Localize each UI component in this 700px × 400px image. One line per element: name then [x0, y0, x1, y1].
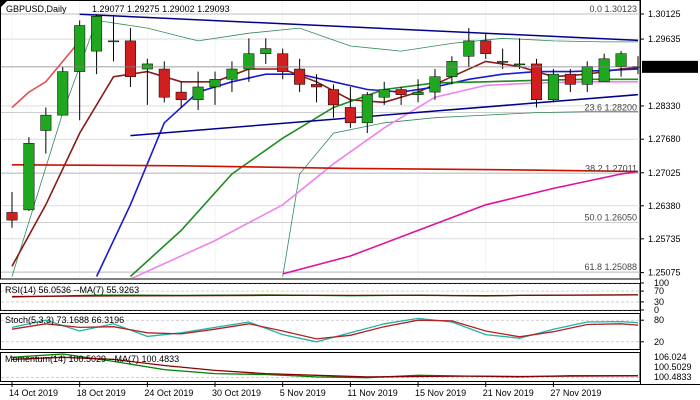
current-price-box — [642, 60, 698, 73]
indicator-level-label: 0 — [654, 305, 659, 315]
date-tick-label: 11 Nov 2019 — [347, 388, 397, 398]
date-tick-label: 14 Oct 2019 — [9, 388, 58, 398]
indicator-level-label: 100 — [654, 278, 669, 288]
candle-body — [327, 89, 339, 106]
moving-average-3 — [129, 78, 638, 278]
moving-average-6 — [11, 164, 639, 173]
ohlc-header-values: 1.29077 1.29275 1.29002 1.29093 — [92, 4, 230, 14]
candle-body — [547, 73, 559, 101]
indicator-level-label: 30 — [654, 297, 664, 307]
price-tick-label: 1.26380 — [648, 201, 681, 211]
candle-body — [480, 40, 492, 54]
candle-body — [6, 212, 18, 221]
date-tick-label: 27 Nov 2019 — [550, 388, 601, 398]
candle-body — [260, 48, 272, 54]
fib-level-label: 38.2 1.27011 — [585, 163, 637, 173]
candle-body — [91, 16, 103, 52]
moving-average-1 — [11, 60, 639, 267]
candle-body — [175, 91, 187, 101]
candle-body — [564, 73, 576, 85]
indicator-tick-label: 106.024 — [654, 352, 687, 362]
indicator-line-2 — [11, 319, 639, 340]
candle-body — [395, 89, 407, 95]
candle-body — [209, 79, 221, 88]
candle-body — [344, 107, 356, 124]
bollinger-band-2 — [282, 111, 638, 277]
candle-body — [57, 71, 69, 116]
indicator-level-label: 70 — [654, 286, 664, 296]
candle-body — [514, 63, 526, 66]
price-tick-label: 1.25075 — [648, 268, 681, 278]
candle-body — [192, 86, 204, 101]
date-tick-label: 24 Oct 2019 — [144, 388, 193, 398]
fib-level-label: 0.0 1.30123 — [589, 4, 637, 14]
candle-body — [361, 94, 373, 124]
current-price-label: 1.29093 — [646, 62, 679, 72]
candle-body — [598, 58, 610, 83]
date-tick-label: 21 Nov 2019 — [483, 388, 534, 398]
moving-average-2 — [95, 68, 639, 277]
date-tick-label: 30 Oct 2019 — [212, 388, 261, 398]
candle-body — [463, 40, 475, 57]
bollinger-band-1 — [11, 19, 638, 277]
moving-average-5 — [282, 170, 639, 275]
candle-body — [530, 63, 542, 101]
indicator-tick-label: 100.5029 — [654, 362, 692, 372]
symbol-timeframe-label: GBPUSD,Daily — [6, 4, 67, 14]
indicator-level-label: 20 — [654, 337, 664, 347]
indicator-series-group — [11, 353, 639, 379]
price-tick-label: 1.27680 — [648, 134, 681, 144]
candle-body — [141, 63, 153, 70]
date-tick-label: 18 Oct 2019 — [77, 388, 126, 398]
date-tick-label: 15 Nov 2019 — [415, 388, 466, 398]
price-tick-label: 1.25735 — [648, 234, 681, 244]
trendline-1 — [79, 13, 639, 42]
candle-body — [277, 53, 289, 72]
candle-body — [412, 91, 424, 95]
candle-body — [294, 68, 306, 85]
candle-body — [158, 68, 170, 98]
price-tick-label: 1.27025 — [648, 168, 681, 178]
moving-average-7 — [11, 40, 81, 109]
fib-level-label: 61.8 1.25088 — [584, 262, 637, 272]
indicator-series-group — [11, 317, 639, 343]
candle-body — [23, 143, 35, 211]
candle-body — [581, 66, 593, 85]
price-tick-label: 1.28330 — [648, 101, 681, 111]
indicator-level-label: 80 — [654, 315, 664, 325]
indicator-tick-label: 100.4833 — [654, 372, 692, 382]
candle-body — [378, 89, 390, 98]
candle-body — [40, 114, 52, 131]
candle-body — [446, 61, 458, 77]
candle-body — [108, 40, 120, 43]
candle-body — [226, 68, 238, 80]
candle-body — [429, 76, 441, 93]
candle-body — [497, 61, 509, 63]
indicator-label: Stoch(5,3,3) 73.1688 66.3196 — [5, 315, 124, 325]
candle-body — [74, 25, 86, 72]
candle-body — [124, 40, 136, 77]
fib-level-label: 23.6 1.28200 — [584, 103, 637, 113]
indicator-series-group — [11, 294, 639, 298]
indicator-label: RSI(14) 56.0536 --MA(7) 55.9263 — [5, 285, 139, 295]
indicator-line-2 — [11, 356, 639, 378]
date-tick-label: 5 Nov 2019 — [280, 388, 326, 398]
indicator-line-2 — [11, 294, 639, 298]
candle-body — [311, 84, 323, 88]
price-tick-label: 1.29635 — [648, 34, 681, 44]
candle-body — [243, 53, 255, 70]
candle-body — [615, 53, 627, 67]
fib-level-label: 50.0 1.26050 — [584, 213, 637, 223]
corner-marker — [1, 1, 7, 7]
indicator-label: Momentum(14) 100.5029 --MA(7) 100.4833 — [5, 354, 179, 364]
price-tick-label: 1.30125 — [648, 9, 681, 19]
